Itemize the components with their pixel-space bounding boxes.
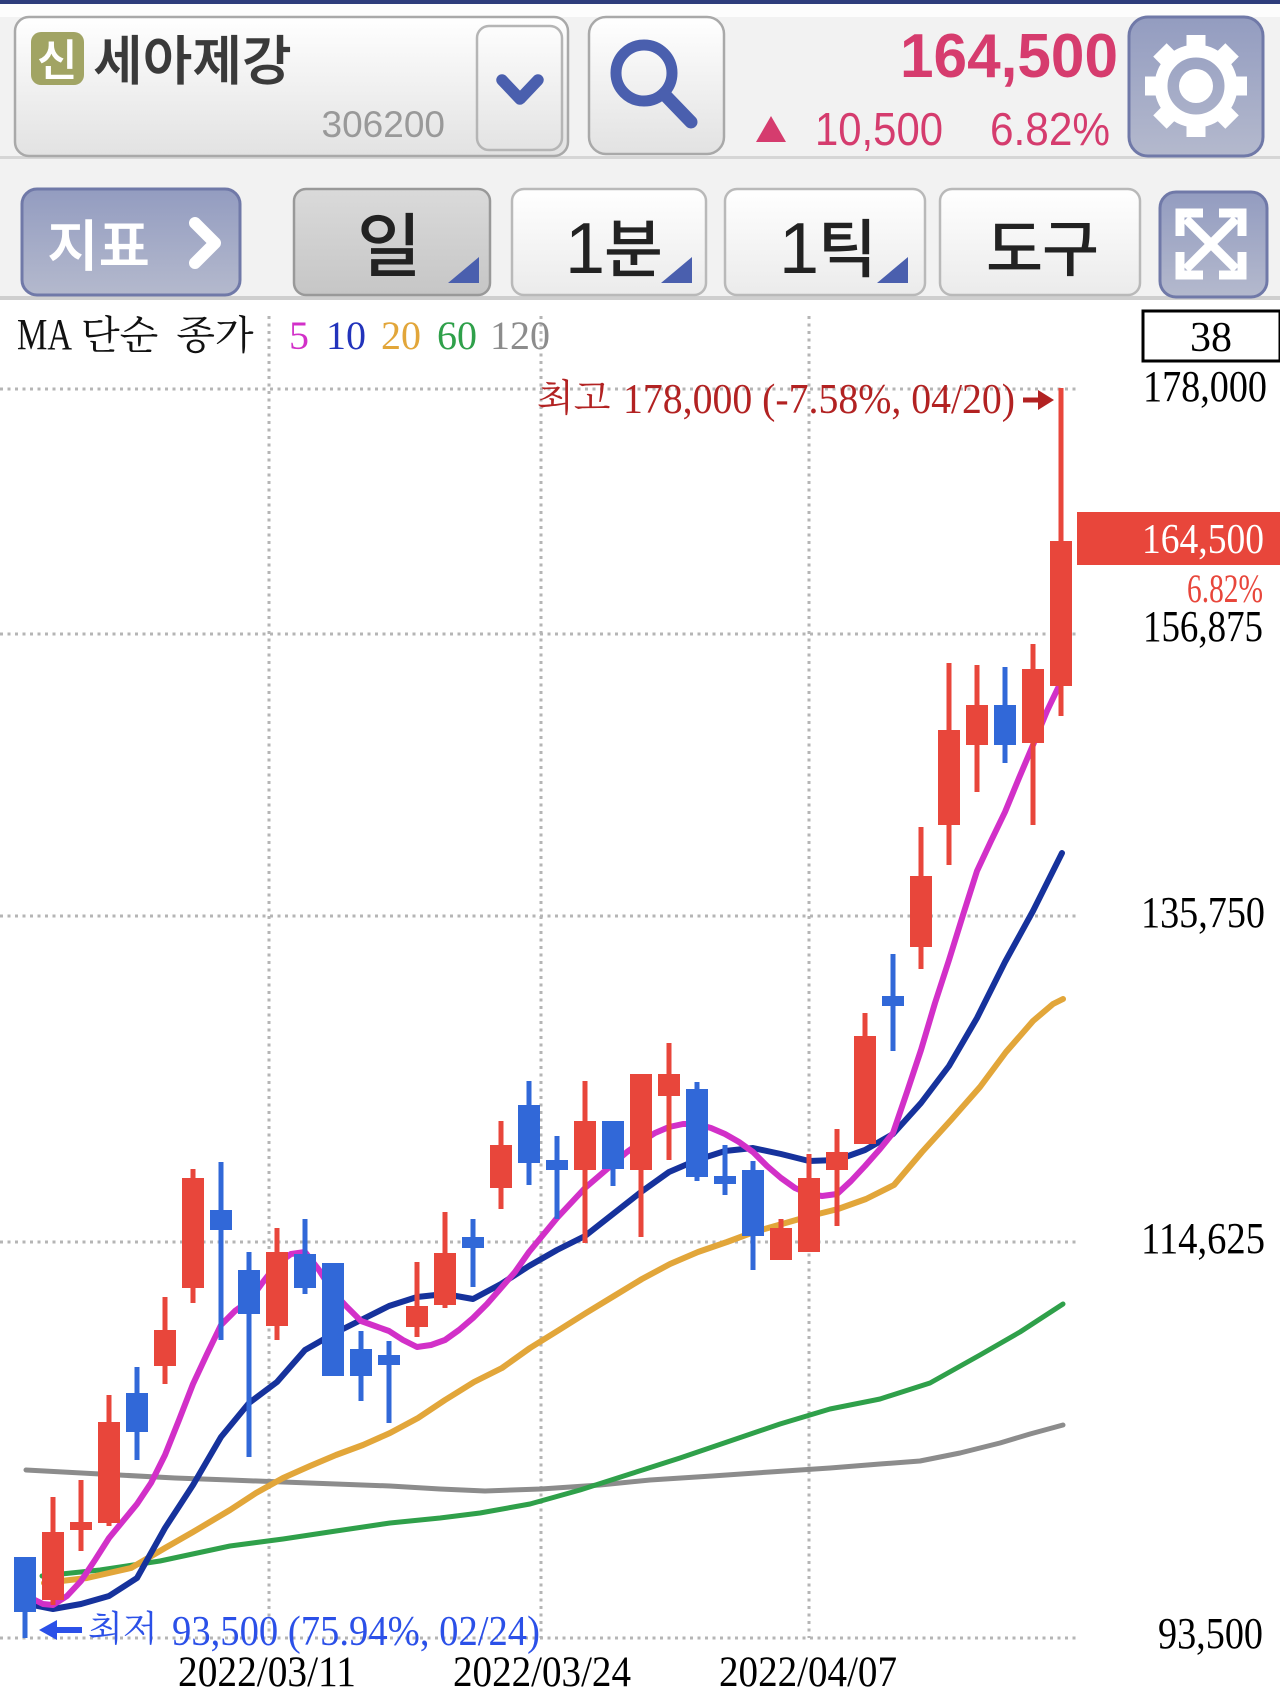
- svg-text:178,000: 178,000: [1143, 362, 1267, 411]
- svg-text:156,875: 156,875: [1143, 602, 1263, 651]
- svg-text:6.82%: 6.82%: [1187, 566, 1263, 611]
- svg-text:2022/04/07: 2022/04/07: [719, 1649, 897, 1690]
- svg-text:20: 20: [381, 313, 421, 358]
- svg-text:306200: 306200: [322, 104, 445, 145]
- svg-text:164,500: 164,500: [900, 22, 1118, 91]
- svg-text:1: 1: [779, 209, 819, 289]
- svg-text:2022/03/24: 2022/03/24: [453, 1649, 631, 1690]
- svg-text:178,000 (-7.58%, 04/20): 178,000 (-7.58%, 04/20): [623, 377, 1015, 423]
- svg-text:93,500: 93,500: [1158, 1609, 1263, 1658]
- svg-text:93,500 (75.94%, 02/24): 93,500 (75.94%, 02/24): [172, 1609, 540, 1655]
- svg-text:2022/03/11: 2022/03/11: [178, 1649, 356, 1690]
- svg-text:5: 5: [289, 313, 309, 358]
- svg-text:38: 38: [1190, 315, 1232, 361]
- svg-text:164,500: 164,500: [1142, 517, 1264, 563]
- svg-text:135,750: 135,750: [1141, 888, 1265, 937]
- svg-text:10,500: 10,500: [815, 103, 943, 155]
- svg-text:114,625: 114,625: [1141, 1214, 1265, 1263]
- svg-text:120: 120: [490, 313, 550, 358]
- svg-text:MA: MA: [17, 310, 72, 359]
- svg-text:6.82%: 6.82%: [990, 103, 1110, 155]
- svg-text:1: 1: [565, 209, 605, 289]
- svg-text:60: 60: [437, 313, 477, 358]
- svg-text:10: 10: [326, 313, 366, 358]
